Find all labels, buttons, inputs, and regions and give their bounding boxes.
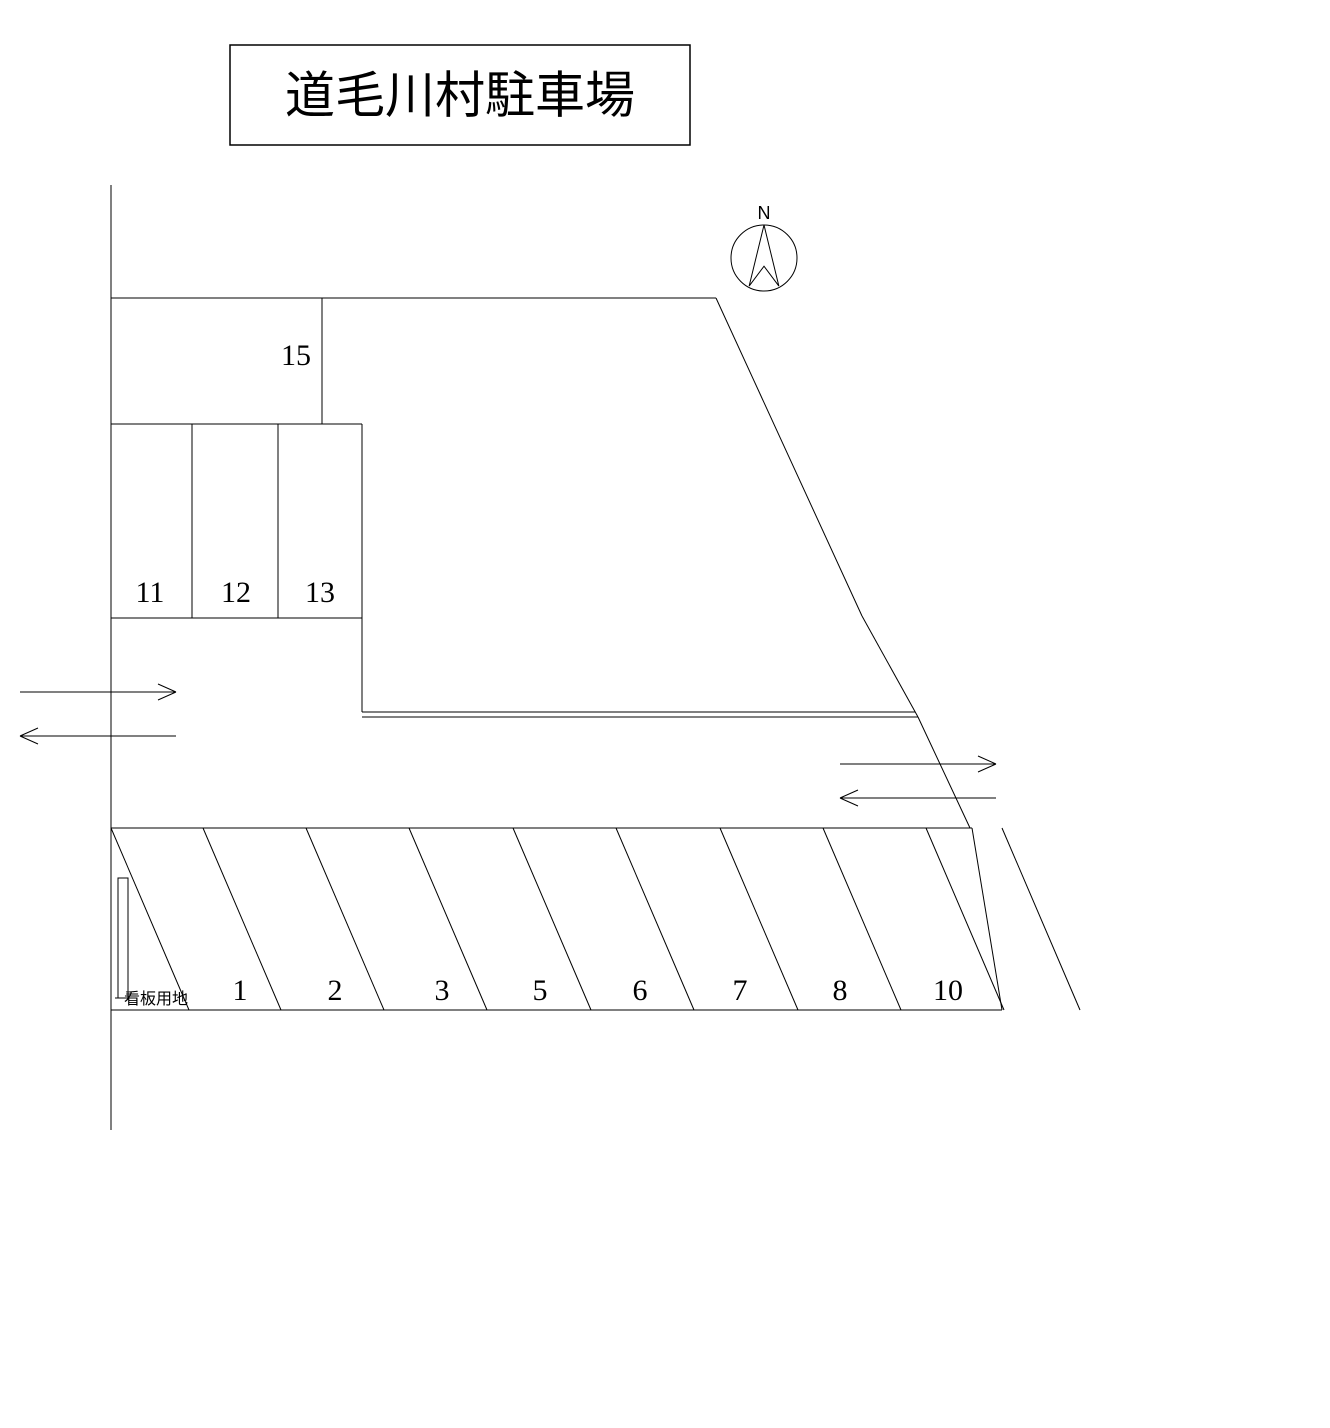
- slot-label-10: 10: [933, 974, 963, 1007]
- slot-label-2: 2: [328, 974, 343, 1007]
- signboard-label: 看板用地: [124, 985, 188, 1009]
- slot-label-12: 12: [221, 576, 251, 609]
- slot-label-1: 1: [233, 974, 248, 1007]
- compass-north-label: N: [758, 203, 771, 223]
- slot-label-3: 3: [435, 974, 450, 1007]
- diagram-stroke: [0, 0, 1330, 1428]
- slot-label-15: 15: [281, 339, 311, 372]
- title-text: 道毛川村駐車場: [285, 56, 635, 128]
- slot-label-6: 6: [633, 974, 648, 1007]
- slot-label-13: 13: [305, 576, 335, 609]
- slot-label-8: 8: [833, 974, 848, 1007]
- slot-label-7: 7: [733, 974, 748, 1007]
- slot-label-11: 11: [136, 576, 165, 609]
- slot-label-5: 5: [533, 974, 548, 1007]
